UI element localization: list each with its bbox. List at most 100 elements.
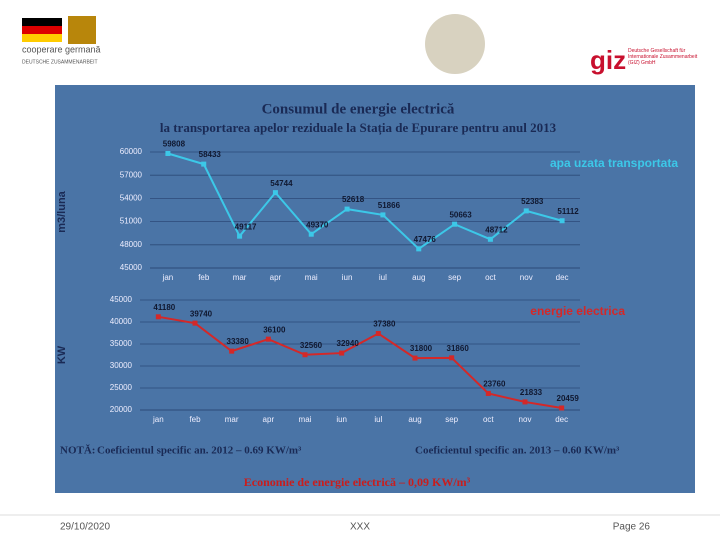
y-axis-label: KW: [56, 345, 68, 364]
y-tick-label: 35000: [110, 339, 133, 348]
x-tick-label: jan: [162, 273, 174, 282]
chart-subtitle: la transportarea apelor reziduale la Sta…: [160, 120, 557, 136]
data-label: 21833: [520, 388, 543, 397]
data-label: 32560: [300, 341, 323, 350]
y-tick-label: 60000: [120, 147, 143, 156]
flag-gold: [22, 34, 62, 42]
data-point: [192, 320, 198, 326]
data-point: [416, 246, 422, 252]
x-tick-label: iun: [336, 415, 347, 424]
y-tick-label: 40000: [110, 317, 133, 326]
x-tick-label: iul: [379, 273, 387, 282]
series-line: [167, 152, 563, 251]
data-point: [265, 336, 271, 342]
flag-red: [22, 26, 62, 34]
giz-logo: giz: [590, 45, 626, 75]
data-point: [522, 399, 528, 405]
data-label: 31800: [410, 344, 433, 353]
data-point: [523, 208, 529, 214]
giz-subtext: Deutsche Gesellschaft für Internationale…: [628, 48, 698, 66]
series-line: [158, 315, 562, 409]
data-label: 54744: [270, 179, 293, 188]
y-tick-label: 30000: [110, 361, 133, 370]
data-point: [452, 221, 458, 227]
legend-entry: energie electrica: [530, 304, 625, 318]
x-tick-label: mai: [305, 273, 318, 282]
logo-text: cooperare germană: [22, 44, 101, 54]
data-label: 50663: [449, 210, 472, 219]
emblem: [68, 16, 96, 44]
data-label: 59808: [163, 140, 186, 149]
data-point: [201, 161, 207, 167]
data-point: [380, 212, 386, 218]
footer-center: XXX: [350, 522, 370, 533]
data-point: [559, 405, 565, 411]
data-label: 49370: [306, 220, 329, 229]
x-tick-label: oct: [483, 415, 494, 424]
x-tick-label: mar: [225, 415, 239, 424]
data-point: [375, 331, 381, 337]
x-tick-label: mai: [299, 415, 312, 424]
x-tick-label: sep: [445, 415, 458, 424]
data-point: [308, 231, 314, 237]
data-label: 20459: [557, 394, 580, 403]
x-tick-label: apr: [270, 273, 282, 282]
flag-black: [22, 18, 62, 26]
data-label: 47476: [414, 235, 437, 244]
data-label: 51866: [378, 201, 401, 210]
data-point: [412, 355, 418, 361]
x-tick-label: apr: [263, 415, 275, 424]
x-tick-label: nov: [520, 273, 533, 282]
x-tick-label: feb: [189, 415, 201, 424]
y-tick-label: 20000: [110, 405, 133, 414]
x-tick-label: iun: [342, 273, 353, 282]
footer-page: Page 26: [613, 522, 651, 533]
y-tick-label: 45000: [110, 295, 133, 304]
x-tick-label: oct: [485, 273, 496, 282]
data-point: [344, 206, 350, 212]
note-2012: Coeficientul specific an. 2012 – 0.69 KW…: [97, 445, 302, 457]
data-label: 48712: [485, 225, 508, 234]
data-label: 37380: [373, 320, 396, 329]
legend-entry: apa uzata transportata: [550, 156, 678, 170]
note-label: NOTĂ:: [60, 445, 95, 457]
data-point: [237, 233, 243, 239]
data-point: [485, 390, 491, 396]
x-tick-label: aug: [408, 415, 421, 424]
data-label: 39740: [190, 309, 213, 318]
data-label: 31860: [447, 344, 470, 353]
data-label: 51112: [557, 207, 579, 216]
x-tick-label: aug: [412, 273, 425, 282]
y-tick-label: 54000: [120, 194, 143, 203]
y-tick-label: 45000: [120, 263, 143, 272]
data-label: 49117: [235, 222, 257, 231]
data-point: [165, 150, 171, 156]
note-2013: Coeficientul specific an. 2013 – 0.60 KW…: [415, 445, 620, 457]
y-tick-label: 25000: [110, 383, 133, 392]
x-tick-label: jan: [152, 415, 164, 424]
x-tick-label: feb: [198, 273, 210, 282]
x-tick-label: sep: [448, 273, 461, 282]
x-tick-label: dec: [556, 273, 569, 282]
data-label: 32940: [337, 339, 360, 348]
data-point: [302, 352, 308, 358]
data-point: [487, 236, 493, 242]
chart-title: Consumul de energie electrică: [262, 101, 455, 117]
logo-subtext: DEUTSCHE ZUSAMMENARBEIT: [22, 59, 98, 65]
giz-sub-box: Deutsche Gesellschaft für Internationale…: [628, 48, 698, 66]
y-tick-label: 48000: [120, 240, 143, 249]
data-label: 58433: [199, 150, 222, 159]
data-point: [339, 350, 345, 356]
data-point: [449, 355, 455, 361]
x-tick-label: nov: [519, 415, 532, 424]
x-tick-label: iul: [374, 415, 382, 424]
data-point: [272, 190, 278, 196]
data-label: 41180: [153, 303, 175, 312]
y-tick-label: 51000: [120, 217, 143, 226]
x-tick-label: dec: [555, 415, 568, 424]
data-point: [559, 218, 565, 224]
data-label: 23760: [483, 380, 506, 389]
y-axis-label: m3/luna: [56, 190, 68, 232]
data-label: 52618: [342, 195, 365, 204]
